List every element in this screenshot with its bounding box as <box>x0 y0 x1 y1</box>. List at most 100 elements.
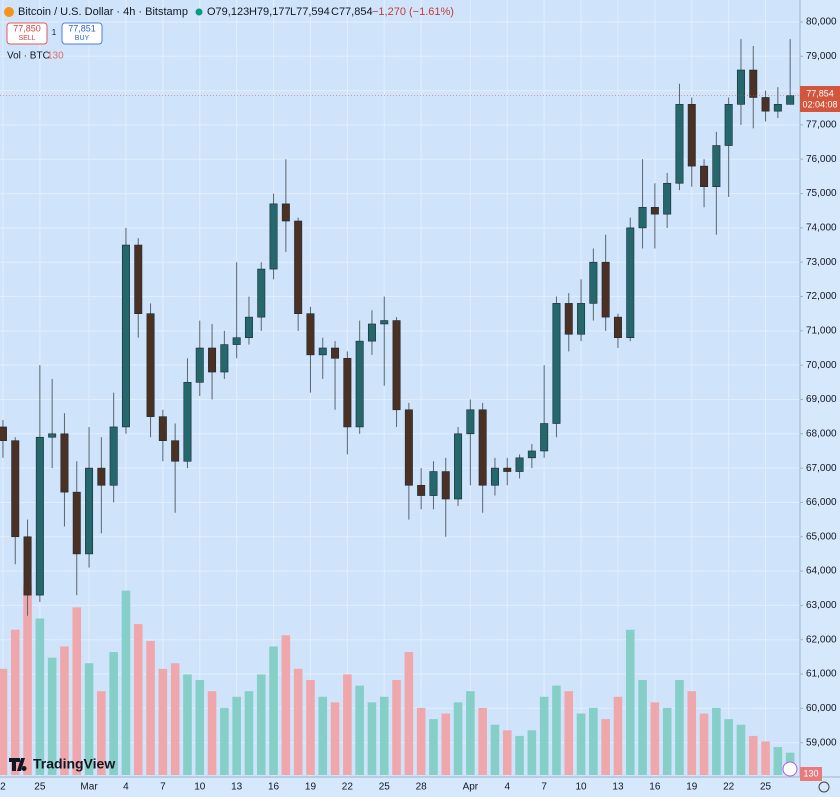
volume-bar <box>35 618 45 775</box>
x-tick-label: 22 <box>723 782 735 793</box>
volume-bar <box>736 724 746 775</box>
change: −1,270 (−1.61%) <box>372 6 454 18</box>
candle-body <box>134 244 143 314</box>
x-tick-label: 28 <box>416 782 428 793</box>
volume-bar <box>318 696 328 775</box>
candle-body <box>97 467 106 486</box>
sell-label: SELL <box>18 35 35 42</box>
volume-bar <box>638 680 647 775</box>
x-tick-label: Mar <box>80 782 98 793</box>
ohlc-close: C77,854 <box>331 6 373 18</box>
y-tick-label: 74,000 <box>806 223 837 234</box>
y-tick-label: 60,000 <box>806 703 837 714</box>
volume-bar <box>72 607 82 775</box>
volume-bar <box>84 663 94 775</box>
volume-bar <box>662 707 672 775</box>
candle-body <box>589 261 598 304</box>
volume-bar <box>330 702 340 775</box>
candle-body <box>220 344 229 373</box>
candle-body <box>158 416 167 441</box>
candle-body <box>392 320 401 411</box>
volume-bar <box>687 691 697 775</box>
y-tick-label: 72,000 <box>806 291 837 302</box>
x-tick-label: 4 <box>123 782 129 793</box>
volume-bar <box>146 640 155 775</box>
volume-label: Vol · BTC <box>7 51 50 62</box>
candle-body <box>540 423 549 452</box>
x-tick-label: 4 <box>504 782 510 793</box>
candle-body <box>343 357 352 428</box>
volume-bar <box>207 691 217 775</box>
candle-body <box>687 104 696 167</box>
candle-body <box>552 303 561 424</box>
buy-label: BUY <box>75 35 90 42</box>
volume-bar <box>367 702 377 775</box>
candle-body <box>85 467 94 555</box>
settings-button[interactable] <box>818 781 830 793</box>
y-tick-label: 76,000 <box>806 154 837 165</box>
buy-button[interactable] <box>61 22 103 45</box>
candle-body <box>515 457 524 472</box>
x-tick-label: 10 <box>575 782 587 793</box>
volume-bar <box>23 585 32 775</box>
candle-body <box>736 69 745 105</box>
volume-bar <box>281 635 291 775</box>
volume-bar <box>220 707 229 775</box>
candle-body <box>404 409 413 486</box>
ohlc-high: H79,177 <box>249 6 291 18</box>
candle-body <box>208 347 217 373</box>
price-tag-price: 77,854 <box>806 88 834 98</box>
candle-body <box>294 220 303 314</box>
volume-bar <box>453 702 463 775</box>
y-tick-label: 70,000 <box>806 360 837 371</box>
x-tick-label: 7 <box>160 782 166 793</box>
volume-bar <box>60 646 69 775</box>
candle-body <box>109 426 118 486</box>
candle-body <box>786 95 795 105</box>
sell-price: 77,850 <box>13 23 41 33</box>
price-axis <box>800 0 840 797</box>
candle-body <box>367 323 376 342</box>
y-tick-label: 73,000 <box>806 257 837 268</box>
volume-bar <box>256 674 266 775</box>
candle-body <box>527 450 536 459</box>
volume-bar <box>355 685 364 775</box>
x-tick-label: 2 <box>0 782 6 793</box>
volume-bar <box>404 652 414 775</box>
volume-bar <box>392 680 401 775</box>
volume-bar <box>429 719 438 775</box>
candle-body <box>35 436 44 596</box>
volume-bar <box>158 668 168 775</box>
volume-bar <box>552 685 561 775</box>
volume-bar <box>650 702 660 775</box>
volume-bar <box>416 707 426 775</box>
y-tick-label: 64,000 <box>806 566 837 577</box>
volume-bar <box>466 691 475 775</box>
volume-bar <box>109 652 118 775</box>
volume-bar <box>343 674 352 775</box>
x-tick-label: 7 <box>541 782 547 793</box>
candle-body <box>244 316 253 339</box>
x-tick-label: 10 <box>194 782 206 793</box>
candle-body <box>318 347 327 356</box>
price-tag <box>800 86 840 112</box>
candle-body <box>417 484 426 496</box>
volume-tag <box>800 767 822 781</box>
volume-bar <box>625 629 635 775</box>
sell-button[interactable] <box>6 22 48 45</box>
y-tick-label: 80,000 <box>806 17 837 28</box>
volume-bar <box>121 590 131 775</box>
buy-price: 77,851 <box>68 23 96 33</box>
y-tick-label: 79,000 <box>806 51 837 62</box>
candle-body <box>626 227 635 339</box>
candle-body <box>441 471 450 500</box>
candle-body <box>577 303 586 335</box>
candle-body <box>269 203 278 270</box>
volume-bar <box>183 674 192 775</box>
volume-bar <box>47 657 57 775</box>
candle-body <box>675 104 684 184</box>
volume-bar <box>576 713 586 775</box>
volume-bar <box>515 735 524 775</box>
replay-button[interactable] <box>782 761 798 777</box>
x-tick-label: 19 <box>305 782 317 793</box>
